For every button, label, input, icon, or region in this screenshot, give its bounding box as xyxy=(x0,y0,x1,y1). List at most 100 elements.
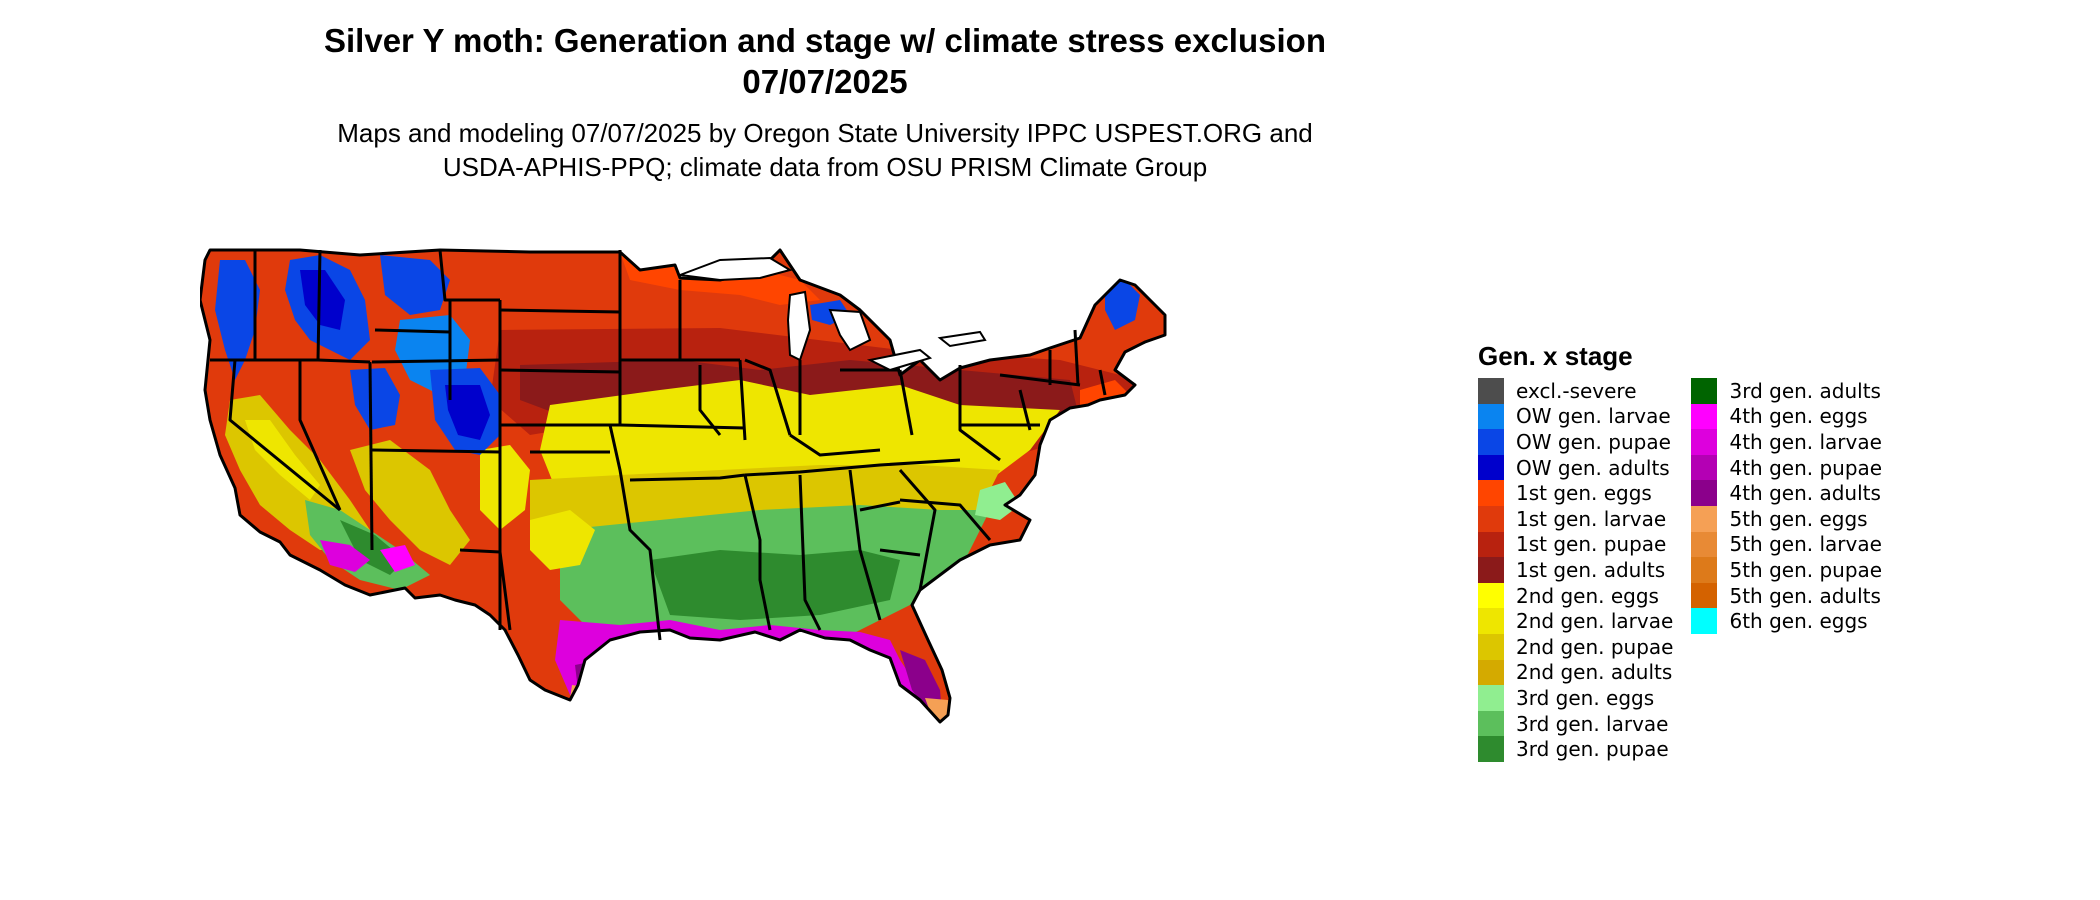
subtitle-line-2: USDA-APHIS-PPQ; climate data from OSU PR… xyxy=(442,152,1208,182)
legend-swatch xyxy=(1478,582,1504,609)
fill-gen3-eggs xyxy=(975,482,1020,520)
lake-superior xyxy=(679,256,793,282)
fill-ow-colorado-adults xyxy=(445,385,490,440)
legend-swatch xyxy=(1478,480,1504,506)
legend-item: 2nd gen. pupae xyxy=(1478,633,1674,660)
map-subtitle: Maps and modeling 07/07/2025 by Oregon S… xyxy=(205,116,1445,184)
legend-item: 4th gen. adults xyxy=(1691,480,1882,506)
legend-swatch xyxy=(1691,454,1718,481)
legend-item: excl.-severe xyxy=(1478,378,1673,404)
legend-swatch xyxy=(1691,403,1718,430)
legend-swatch xyxy=(1478,557,1504,583)
title-block: Silver Y moth: Generation and stage w/ c… xyxy=(205,20,1445,184)
legend-item: 2nd gen. larvae xyxy=(1478,608,1673,634)
map-title: Silver Y moth: Generation and stage w/ c… xyxy=(324,22,1326,59)
legend-label: 5th gen. eggs xyxy=(1729,506,1868,531)
legend-label: 3rd gen. pupae xyxy=(1516,737,1669,762)
legend-item: 3rd gen. adults xyxy=(1691,378,1882,404)
fill-gen4-arizona xyxy=(380,545,415,572)
fill-gen2-texas xyxy=(530,510,595,570)
legend-swatch xyxy=(1691,582,1718,609)
legend-label: excl.-severe xyxy=(1516,378,1637,403)
legend-item: OW gen. pupae xyxy=(1478,429,1673,455)
legend-label: 1st gen. larvae xyxy=(1516,506,1667,531)
legend-item: 3rd gen. larvae xyxy=(1478,710,1673,737)
fill-ow-cascades xyxy=(215,260,260,380)
fill-gen2-arizona xyxy=(350,440,470,565)
legend-label: 5th gen. pupae xyxy=(1729,557,1883,582)
legend-column-1: excl.-severe OW gen. larvae OW gen. pupae O… xyxy=(1478,378,1673,762)
legend-item: 1st gen. eggs xyxy=(1478,480,1673,506)
legend-item: 1st gen. larvae xyxy=(1478,505,1673,532)
legend-swatch xyxy=(1478,429,1504,455)
legend-label: 1st gen. eggs xyxy=(1516,481,1652,506)
legend-swatch xyxy=(1478,608,1504,634)
legend-item: 5th gen. pupae xyxy=(1691,557,1882,583)
legend-swatch xyxy=(1478,531,1504,558)
legend-item: 4th gen. eggs xyxy=(1691,403,1882,430)
fill-gen4-southwest xyxy=(320,540,370,572)
us-map xyxy=(200,248,1167,724)
legend-columns: excl.-severe OW gen. larvae OW gen. pupae O… xyxy=(1478,378,1882,762)
legend-item: 6th gen. eggs xyxy=(1691,608,1882,634)
legend: Gen. x stage excl.-severe OW gen. larvae O… xyxy=(1478,340,1882,762)
fill-ow-utah xyxy=(350,368,400,430)
legend-swatch xyxy=(1478,685,1504,711)
legend-column-2: 3rd gen. adults 4th gen. eggs 4th gen. lar… xyxy=(1691,378,1882,762)
legend-label: 5th gen. adults xyxy=(1729,583,1881,608)
generation-stage-raster xyxy=(200,250,1165,722)
lake-ontario xyxy=(937,330,987,348)
great-lakes xyxy=(679,256,987,372)
legend-swatch xyxy=(1691,480,1718,506)
legend-swatch xyxy=(1691,505,1718,532)
legend-swatch xyxy=(1691,531,1718,558)
legend-label: 5th gen. larvae xyxy=(1729,532,1882,557)
fill-ow-maine xyxy=(1105,280,1140,330)
fill-gen3-pupae xyxy=(650,550,900,620)
legend-label: 4th gen. pupae xyxy=(1729,455,1883,480)
legend-label: 6th gen. eggs xyxy=(1729,609,1868,634)
legend-swatch xyxy=(1691,378,1718,404)
legend-title: Gen. x stage xyxy=(1478,341,1633,371)
fill-ow-idaho-adults xyxy=(300,270,345,330)
legend-label: OW gen. pupae xyxy=(1516,429,1671,454)
legend-swatch xyxy=(1691,557,1718,583)
legend-label: 2nd gen. larvae xyxy=(1516,609,1674,634)
legend-item: 3rd gen. eggs xyxy=(1478,685,1673,711)
legend-swatch xyxy=(1478,403,1504,430)
legend-item: 5th gen. adults xyxy=(1691,582,1882,609)
legend-item: 4th gen. larvae xyxy=(1691,429,1882,455)
legend-item: OW gen. larvae xyxy=(1478,403,1673,430)
legend-label: 4th gen. larvae xyxy=(1729,429,1882,454)
legend-swatch xyxy=(1478,633,1504,660)
legend-swatch xyxy=(1478,378,1504,404)
legend-label: OW gen. adults xyxy=(1516,455,1670,480)
legend-label: 2nd gen. pupae xyxy=(1516,634,1674,659)
legend-swatch xyxy=(1478,505,1504,532)
legend-label: 3rd gen. eggs xyxy=(1516,685,1655,710)
legend-label: 3rd gen. adults xyxy=(1729,378,1881,403)
legend-item: 2nd gen. adults xyxy=(1478,659,1673,686)
fill-ow-montana xyxy=(380,255,450,315)
legend-item: 4th gen. pupae xyxy=(1691,454,1883,481)
legend-item: 5th gen. larvae xyxy=(1691,531,1882,558)
subtitle-line-1: Maps and modeling 07/07/2025 by Oregon S… xyxy=(337,118,1313,148)
legend-item: OW gen. adults xyxy=(1478,454,1673,481)
legend-swatch xyxy=(1478,454,1504,481)
legend-swatch xyxy=(1691,608,1718,634)
legend-label: OW gen. larvae xyxy=(1516,404,1671,429)
map-area xyxy=(200,220,1440,900)
legend-swatch xyxy=(1478,736,1504,762)
legend-item: 3rd gen. pupae xyxy=(1478,736,1673,762)
legend-label: 4th gen. adults xyxy=(1729,481,1881,506)
map-date: 07/07/2025 xyxy=(742,63,908,100)
legend-label: 3rd gen. larvae xyxy=(1516,711,1669,736)
legend-label: 2nd gen. eggs xyxy=(1516,583,1659,608)
legend-item: 5th gen. eggs xyxy=(1691,505,1882,532)
legend-label: 1st gen. pupae xyxy=(1516,532,1667,557)
legend-swatch xyxy=(1478,659,1504,686)
legend-swatch xyxy=(1478,710,1504,737)
legend-swatch xyxy=(1691,429,1718,455)
legend-label: 2nd gen. adults xyxy=(1516,660,1673,685)
lake-huron xyxy=(828,308,872,352)
